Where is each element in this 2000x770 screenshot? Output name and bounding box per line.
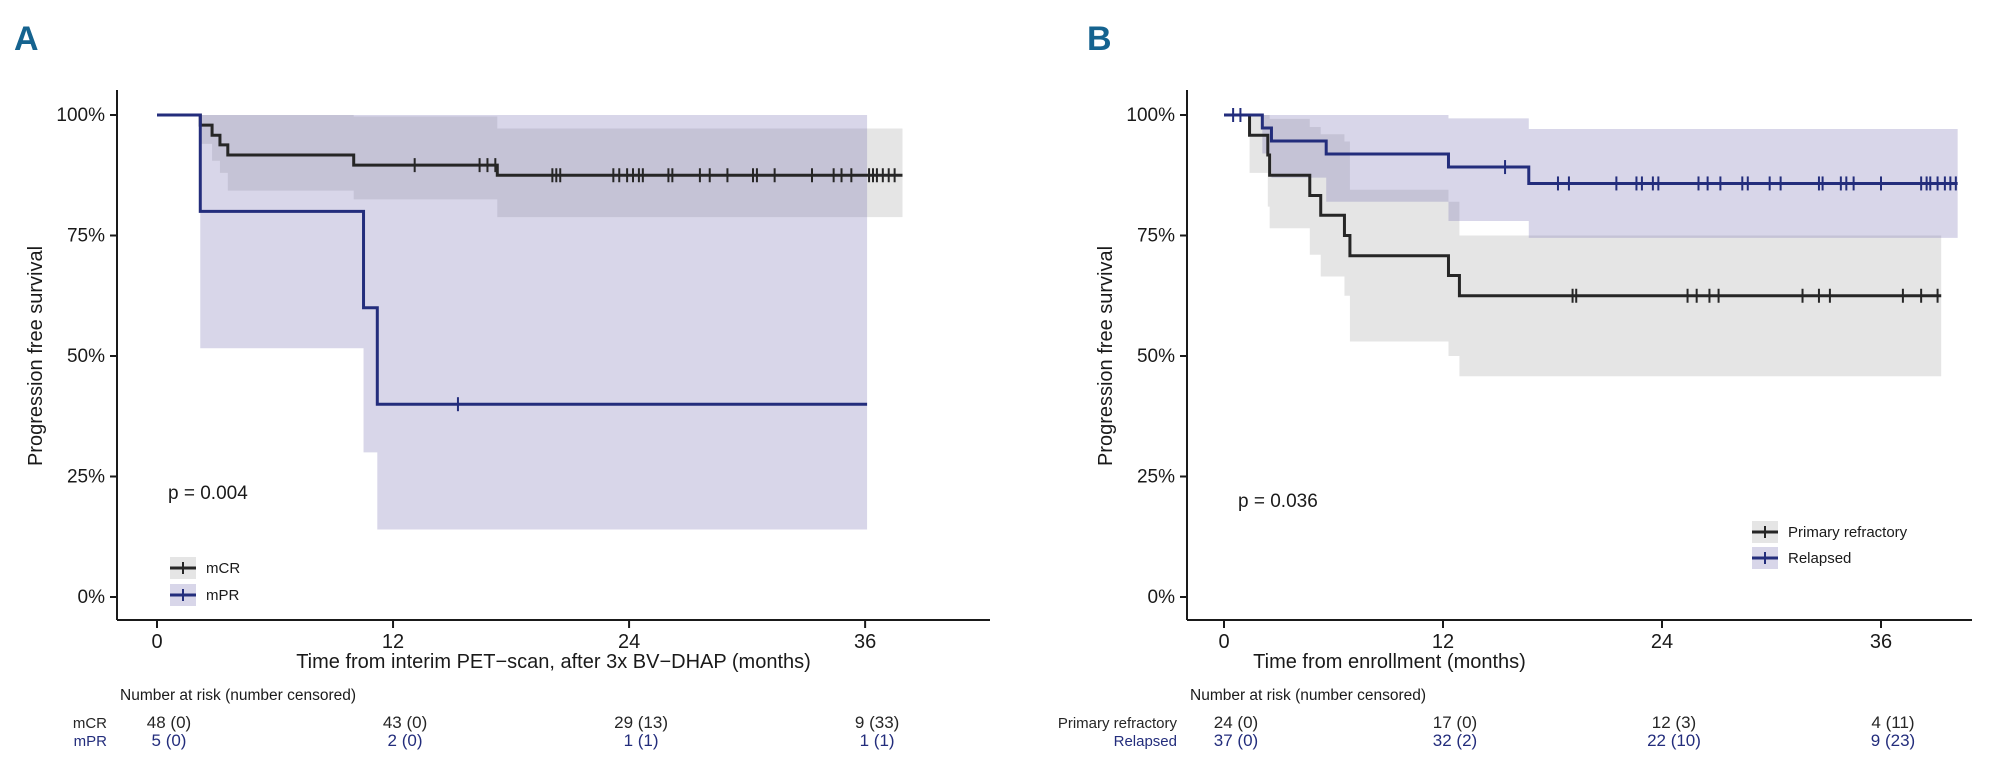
y-tick-label: 25% bbox=[1137, 467, 1175, 488]
risk-row-label: mCR bbox=[73, 715, 107, 732]
risk-count-cell: 43 (0) bbox=[383, 713, 427, 732]
risk-count-cell: 17 (0) bbox=[1433, 713, 1477, 732]
legend-entry-mcr bbox=[170, 557, 196, 579]
x-tick-label: 0 bbox=[1218, 631, 1229, 653]
x-tick-label: 24 bbox=[618, 631, 640, 653]
x-axis-title: Time from interim PET−scan, after 3x BV−… bbox=[296, 651, 811, 673]
survival-curve-relapsed bbox=[1224, 113, 1958, 185]
y-tick-label: 50% bbox=[1137, 346, 1175, 367]
risk-count-cell: 2 (0) bbox=[388, 731, 423, 750]
y-tick-label: 75% bbox=[67, 226, 105, 247]
risk-row-label: Primary refractory bbox=[1058, 715, 1178, 732]
legend-label: Primary refractory bbox=[1788, 524, 1908, 541]
risk-count-cell: 32 (2) bbox=[1433, 731, 1477, 750]
x-tick-label: 12 bbox=[1432, 631, 1454, 653]
x-tick-label: 36 bbox=[854, 631, 876, 653]
x-tick-label: 24 bbox=[1651, 631, 1673, 653]
y-tick-label: 0% bbox=[78, 587, 106, 608]
y-axis-title: Progression free survival bbox=[1095, 246, 1117, 466]
panel-letter-label: B bbox=[1087, 20, 1112, 58]
risk-count-cell: 9 (33) bbox=[855, 713, 899, 732]
risk-count-cell: 1 (1) bbox=[860, 731, 895, 750]
y-tick-label: 100% bbox=[56, 105, 105, 126]
censor-ticks-mcr bbox=[413, 158, 896, 183]
x-axis-title: Time from enrollment (months) bbox=[1253, 651, 1526, 673]
confidence-band-mcr bbox=[200, 115, 903, 218]
risk-count-cell: 1 (1) bbox=[624, 731, 659, 750]
x-tick-label: 0 bbox=[151, 631, 162, 653]
p-value-label: p = 0.036 bbox=[1238, 491, 1318, 512]
legend-entry-relapsed bbox=[1752, 547, 1778, 569]
panel-b: 0% 25% 50% 75% 100% 0 12 24 36 Time from enrollme… bbox=[1058, 20, 1972, 750]
legend-label: mCR bbox=[206, 560, 240, 577]
risk-count-cell: 29 (13) bbox=[614, 713, 668, 732]
survival-curve-primary-refractory bbox=[1224, 113, 1942, 298]
risk-row-label: mPR bbox=[74, 733, 108, 750]
risk-count-cell: 22 (10) bbox=[1647, 731, 1701, 750]
panel-letter-label: A bbox=[14, 20, 39, 58]
y-tick-label: 100% bbox=[1126, 105, 1175, 126]
censor-ticks-primary-refractory bbox=[1571, 288, 1939, 303]
legend-entry-primary-refractory bbox=[1752, 521, 1778, 543]
y-tick-label: 0% bbox=[1148, 587, 1176, 608]
risk-count-cell: 24 (0) bbox=[1214, 713, 1258, 732]
risk-count-cell: 9 (23) bbox=[1871, 731, 1915, 750]
risk-table-header: Number at risk (number censored) bbox=[120, 687, 356, 704]
panel-a: 0% 25% 50% 75% 100% 0 12 24 36 Time from interim … bbox=[14, 20, 990, 750]
y-tick-label: 25% bbox=[67, 467, 105, 488]
censor-ticks-relapsed bbox=[1232, 108, 1957, 191]
risk-table-header: Number at risk (number censored) bbox=[1190, 687, 1426, 704]
y-tick-label: 50% bbox=[67, 346, 105, 367]
confidence-band-primary-refractory bbox=[1249, 115, 1942, 377]
survival-curve-mpr bbox=[157, 113, 868, 406]
risk-count-cell: 5 (0) bbox=[152, 731, 187, 750]
confidence-band-mpr bbox=[200, 115, 868, 530]
risk-count-cell: 37 (0) bbox=[1214, 731, 1258, 750]
p-value-label: p = 0.004 bbox=[168, 483, 248, 504]
risk-row-label: Relapsed bbox=[1114, 733, 1177, 750]
x-tick-label: 12 bbox=[382, 631, 404, 653]
survival-curve-mcr bbox=[157, 113, 903, 177]
x-tick-label: 36 bbox=[1870, 631, 1892, 653]
risk-count-cell: 4 (11) bbox=[1871, 713, 1914, 732]
y-tick-label: 75% bbox=[1137, 226, 1175, 247]
legend-entry-mpr bbox=[170, 584, 196, 606]
legend-label: mPR bbox=[206, 587, 240, 604]
risk-count-cell: 48 (0) bbox=[147, 713, 191, 732]
y-axis-title: Progression free survival bbox=[25, 246, 47, 466]
risk-count-cell: 12 (3) bbox=[1652, 713, 1696, 732]
legend-label: Relapsed bbox=[1788, 550, 1851, 567]
confidence-band-relapsed bbox=[1262, 115, 1958, 238]
